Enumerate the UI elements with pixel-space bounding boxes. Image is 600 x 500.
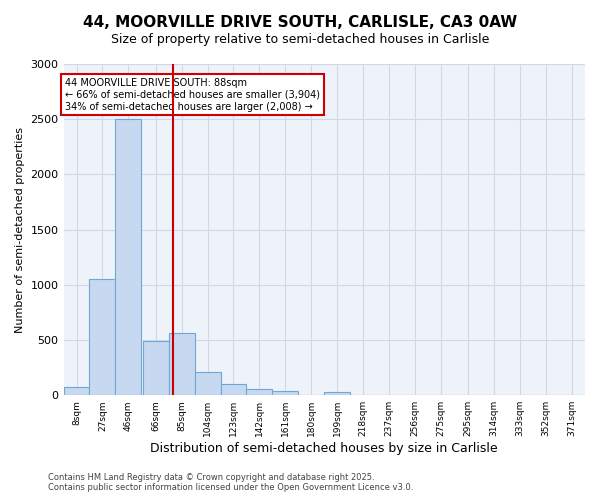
Bar [64,387,89,395]
Y-axis label: Number of semi-detached properties: Number of semi-detached properties [15,126,25,332]
Bar [272,391,298,395]
Bar [89,280,115,395]
Bar [115,119,142,395]
X-axis label: Distribution of semi-detached houses by size in Carlisle: Distribution of semi-detached houses by … [151,442,498,455]
Text: 44, MOORVILLE DRIVE SOUTH, CARLISLE, CA3 0AW: 44, MOORVILLE DRIVE SOUTH, CARLISLE, CA3… [83,15,517,30]
Bar [169,334,194,395]
Text: Contains HM Land Registry data © Crown copyright and database right 2025.
Contai: Contains HM Land Registry data © Crown c… [48,473,413,492]
Bar [324,392,350,395]
Text: Size of property relative to semi-detached houses in Carlisle: Size of property relative to semi-detach… [111,32,489,46]
Bar [143,341,169,395]
Bar [247,389,272,395]
Bar [221,384,247,395]
Bar [194,372,221,395]
Text: 44 MOORVILLE DRIVE SOUTH: 88sqm
← 66% of semi-detached houses are smaller (3,904: 44 MOORVILLE DRIVE SOUTH: 88sqm ← 66% of… [65,78,320,112]
